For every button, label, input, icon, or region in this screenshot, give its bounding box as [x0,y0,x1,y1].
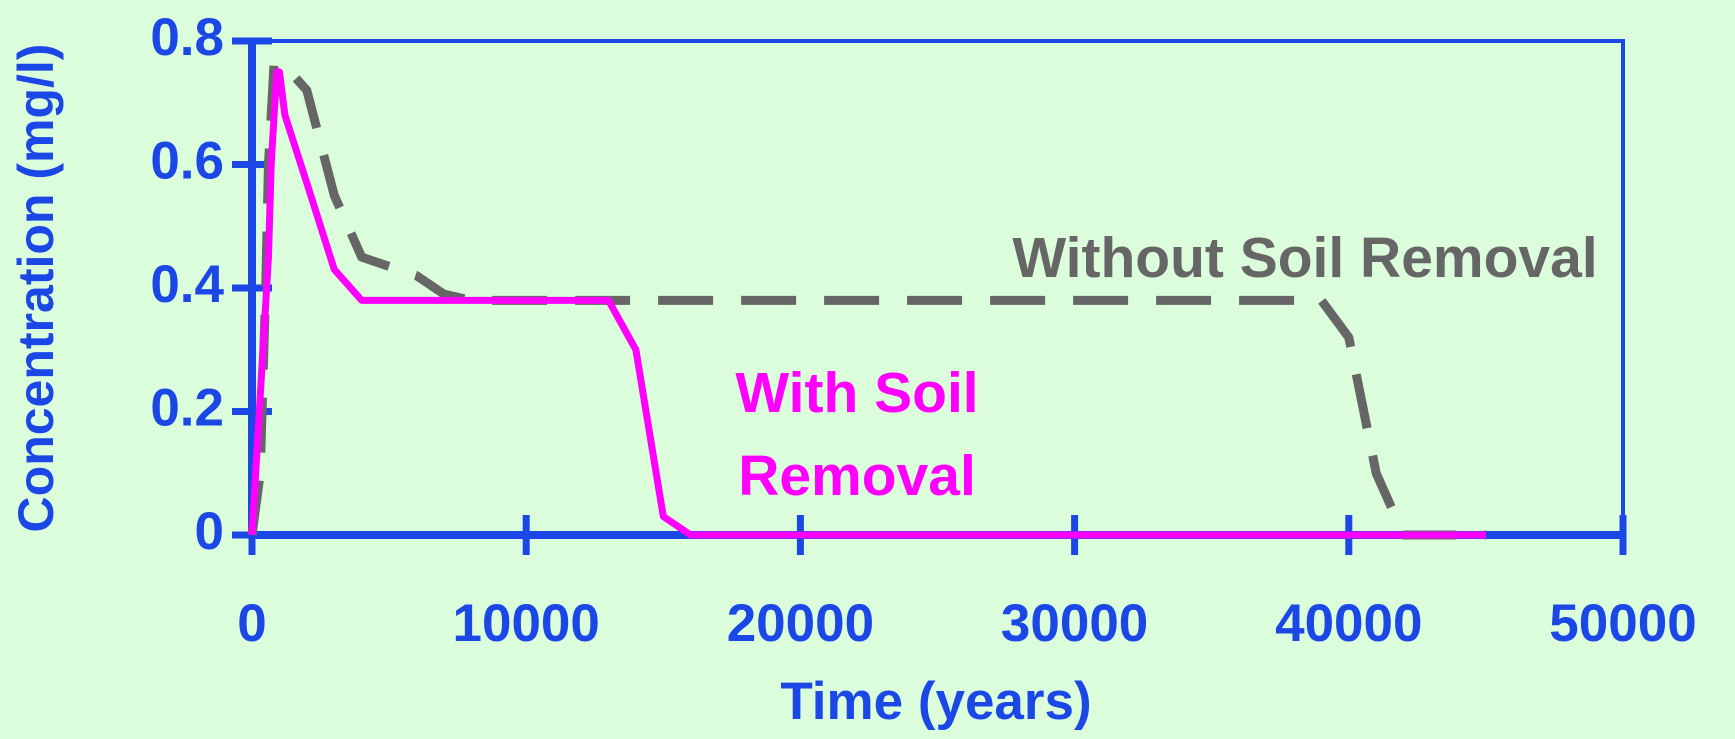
annotation-line: Removal [738,444,976,508]
y-tick-label: 0.8 [150,8,224,67]
x-tick-label: 0 [237,594,266,653]
y-tick-label: 0.2 [150,379,224,438]
y-axis-label: Concentration (mg/l) [8,44,64,533]
x-axis-label: Time (years) [780,672,1091,731]
x-tick-label: 30000 [1001,594,1148,653]
x-tick-label: 20000 [727,594,874,653]
annotation-line: Without Soil Removal [1012,226,1597,290]
y-tick-label: 0 [195,502,224,561]
y-tick-label: 0.6 [150,132,224,191]
x-tick-label: 50000 [1549,594,1696,653]
x-tick-label: 10000 [453,594,600,653]
annotation: Without Soil Removal [1012,226,1597,290]
annotation-line: With Soil [735,361,978,425]
annotation: With Soil Removal [735,361,978,508]
x-tick-label: 40000 [1275,594,1422,653]
y-tick-label: 0.4 [150,255,224,314]
series-line [248,68,1486,539]
series-line [247,61,1486,540]
